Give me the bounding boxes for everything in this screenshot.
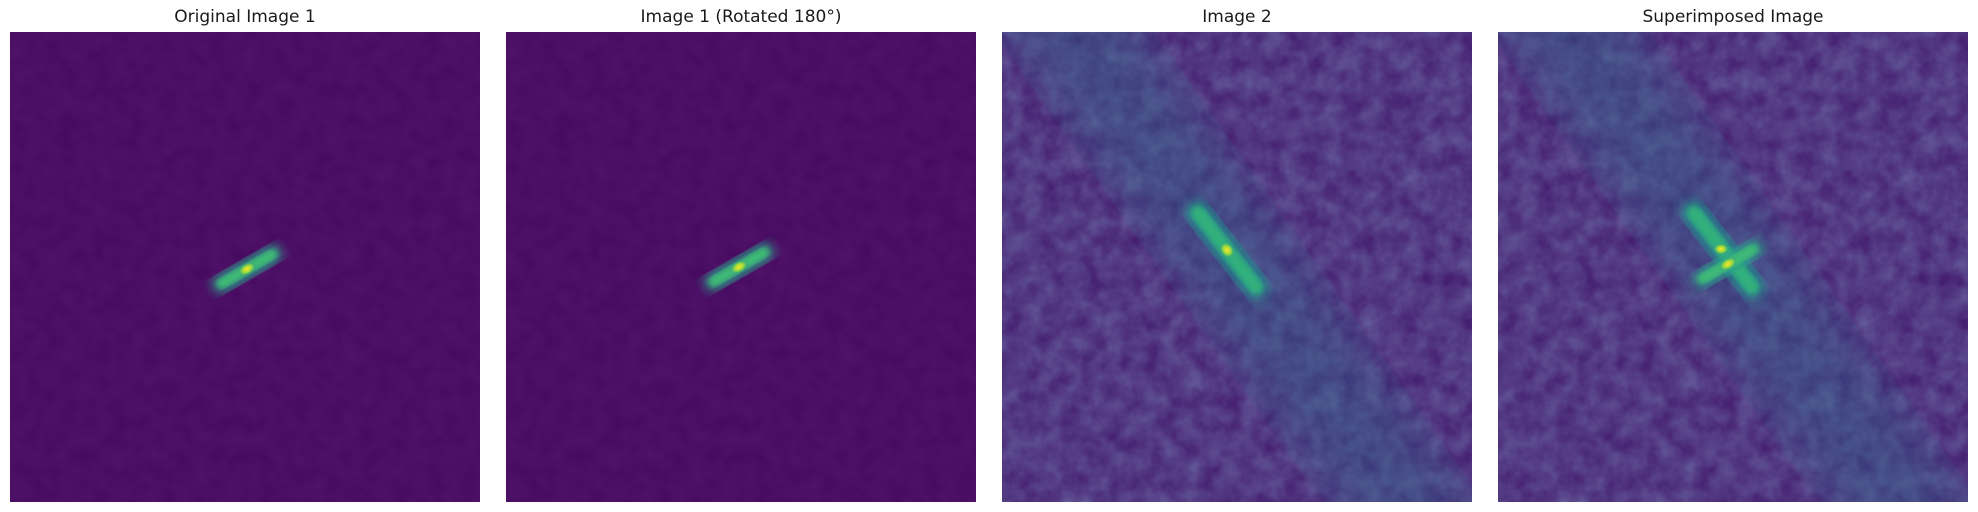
panel-title: Original Image 1 (174, 7, 316, 27)
panel-image-2: Image 2 (1002, 0, 1472, 512)
panel-title: Image 2 (1202, 7, 1272, 27)
panel-superimposed-image: Superimposed Image (1498, 0, 1968, 512)
image-2 (1002, 32, 1472, 502)
superimposed-image (1498, 32, 1968, 502)
panel-title: Superimposed Image (1642, 7, 1824, 27)
panel-title: Image 1 (Rotated 180°) (640, 7, 842, 27)
image-1-rotated (506, 32, 976, 502)
original-image-1 (10, 32, 480, 502)
panel-original-image-1: Original Image 1 (10, 0, 480, 512)
panel-image-1-rotated: Image 1 (Rotated 180°) (506, 0, 976, 512)
